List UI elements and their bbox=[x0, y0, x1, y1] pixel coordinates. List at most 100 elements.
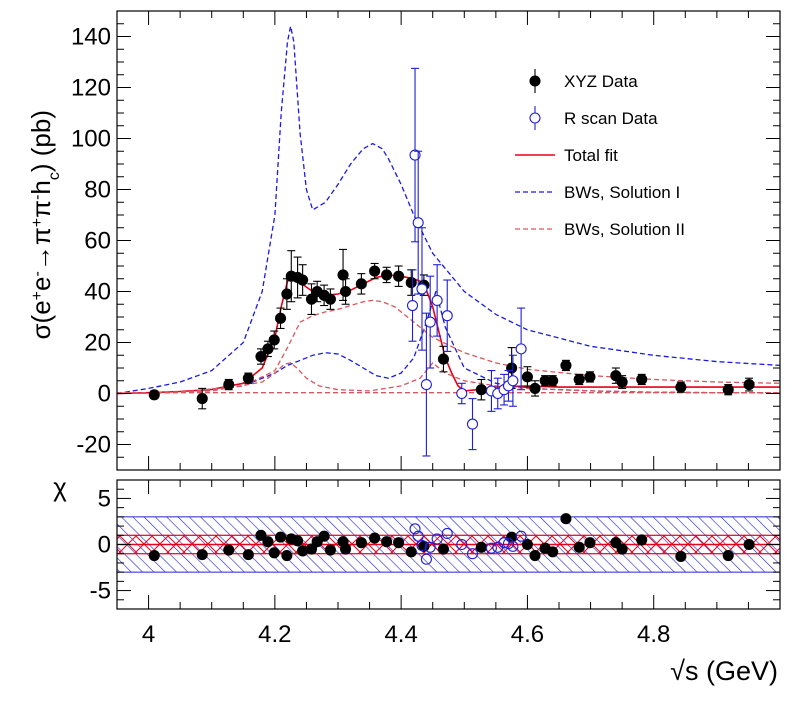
xyz-chi-point bbox=[381, 536, 393, 548]
bottom-x-ticks: 4 4.2 4.4 4.6 4.8 bbox=[116, 480, 781, 648]
xyz-point bbox=[529, 380, 541, 397]
xyz-chi-point bbox=[529, 550, 541, 562]
xyz-point bbox=[268, 330, 280, 350]
marker bbox=[416, 283, 428, 295]
xyz-point bbox=[242, 372, 254, 384]
legend-item: BWs, Solution I bbox=[515, 183, 680, 202]
marker bbox=[437, 353, 449, 365]
marker bbox=[573, 373, 585, 386]
xyz-point bbox=[340, 278, 352, 305]
xyz-point bbox=[274, 307, 287, 330]
legend-item: R scan Data bbox=[529, 106, 658, 130]
marker bbox=[324, 293, 336, 305]
r-scan-chi-point bbox=[424, 541, 436, 553]
curve-bws-solution-ii bbox=[117, 362, 780, 395]
marker bbox=[743, 379, 755, 391]
r-scan-chi-point bbox=[441, 527, 453, 539]
r-scan-point bbox=[412, 150, 424, 295]
xyz-chi-point bbox=[560, 513, 572, 525]
xyz-point bbox=[573, 373, 585, 386]
y-tick-label: 120 bbox=[71, 75, 111, 102]
fit-curves bbox=[117, 25, 780, 395]
marker bbox=[424, 316, 436, 328]
marker bbox=[529, 382, 541, 394]
marker bbox=[355, 278, 367, 290]
legend-item: Total fit bbox=[515, 146, 618, 165]
marker bbox=[196, 393, 208, 405]
marker bbox=[242, 372, 254, 384]
xyz-chi-point bbox=[242, 549, 254, 561]
marker bbox=[560, 359, 572, 372]
xyz-point bbox=[560, 359, 572, 372]
xyz-chi-point bbox=[196, 549, 208, 561]
r-scan-point bbox=[431, 264, 443, 337]
r-scan-chi-point bbox=[466, 548, 479, 560]
xyz-chi-point bbox=[255, 529, 267, 541]
xyz-point bbox=[281, 278, 293, 310]
xyz-chi-point bbox=[281, 550, 293, 562]
xyz-point bbox=[324, 288, 336, 310]
legend: XYZ Data R scan Data Total fit BWs, Solutio… bbox=[515, 69, 685, 239]
marker bbox=[340, 285, 352, 298]
top-panel: -20 0 20 40 60 80 100 120 140 σ(e+e-→π+π-hc) (pb… bbox=[26, 10, 781, 471]
legend-label: BWs, Solution II bbox=[564, 220, 685, 239]
marker bbox=[431, 294, 443, 306]
y-tick-label: 140 bbox=[71, 24, 111, 51]
xyz-chi-point bbox=[584, 537, 596, 549]
r-scan-point bbox=[406, 269, 419, 342]
marker bbox=[722, 384, 734, 396]
xyz-point bbox=[393, 265, 405, 287]
xyz-point bbox=[475, 378, 487, 401]
xyz-chi-point bbox=[743, 538, 755, 551]
data-points bbox=[148, 67, 755, 457]
marker bbox=[381, 269, 393, 281]
xyz-chi-point bbox=[292, 535, 304, 547]
xyz-point bbox=[675, 381, 687, 393]
xyz-chi-point bbox=[305, 543, 318, 555]
r-scan-chi-point bbox=[416, 539, 428, 551]
xyz-chi-point bbox=[675, 550, 687, 563]
top-plot-frame bbox=[116, 10, 781, 471]
marker bbox=[675, 381, 687, 393]
top-x-ticks bbox=[116, 11, 781, 470]
xyz-chi-point bbox=[324, 544, 336, 556]
xyz-chi-point bbox=[262, 536, 274, 548]
r-scan-point bbox=[507, 354, 519, 407]
r-scan-chi-point bbox=[515, 530, 527, 542]
xyz-chi-point bbox=[340, 543, 352, 555]
legend-label: XYZ Data bbox=[564, 72, 638, 91]
marker bbox=[148, 389, 160, 401]
curve-bws-solution-i bbox=[117, 290, 780, 395]
x-tick-label: 4.6 bbox=[511, 621, 544, 648]
marker bbox=[616, 376, 628, 388]
r-scan-chi-point bbox=[456, 538, 468, 551]
curve-bws-solution-i bbox=[117, 25, 780, 395]
xyz-point bbox=[148, 389, 160, 401]
xyz-point bbox=[437, 345, 449, 373]
r-scan-point bbox=[424, 275, 436, 369]
y-tick-label: 80 bbox=[84, 177, 111, 204]
marker bbox=[337, 269, 349, 281]
chi-points bbox=[148, 513, 755, 565]
xyz-chi-point bbox=[297, 545, 309, 557]
xyz-point bbox=[636, 373, 648, 386]
marker bbox=[466, 418, 479, 430]
marker bbox=[409, 149, 421, 161]
marker bbox=[456, 387, 468, 400]
r-scan-chi-point bbox=[412, 530, 424, 542]
xyz-point bbox=[355, 273, 367, 295]
y-tick-label: 60 bbox=[84, 228, 111, 255]
xyz-point bbox=[584, 371, 596, 383]
x-tick-label: 4 bbox=[142, 621, 155, 648]
xyz-chi-point bbox=[268, 547, 280, 559]
r-scan-point bbox=[441, 279, 453, 352]
xyz-chi-point bbox=[355, 537, 367, 549]
r-scan-chi-point bbox=[431, 533, 443, 545]
y-tick-label: 0 bbox=[98, 381, 111, 408]
xyz-point bbox=[521, 366, 533, 388]
bottom-y-axis-label: χ bbox=[53, 472, 67, 502]
r-scan-point bbox=[466, 398, 479, 451]
y-tick-label: 5 bbox=[98, 485, 111, 512]
marker bbox=[420, 379, 432, 391]
